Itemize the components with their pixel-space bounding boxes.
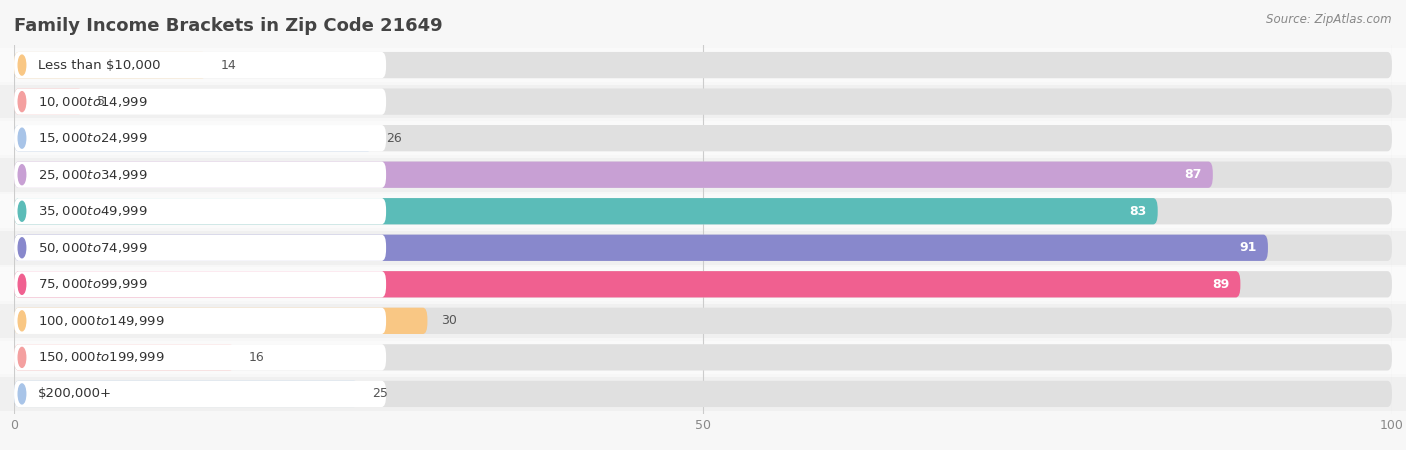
FancyBboxPatch shape <box>14 52 387 78</box>
Text: $35,000 to $49,999: $35,000 to $49,999 <box>38 204 148 218</box>
Text: 5: 5 <box>97 95 104 108</box>
Text: 89: 89 <box>1212 278 1229 291</box>
FancyBboxPatch shape <box>0 231 1406 265</box>
FancyBboxPatch shape <box>14 234 1392 261</box>
Text: $50,000 to $74,999: $50,000 to $74,999 <box>38 241 148 255</box>
Text: 25: 25 <box>373 387 388 400</box>
FancyBboxPatch shape <box>0 341 1406 374</box>
FancyBboxPatch shape <box>14 89 387 115</box>
Circle shape <box>18 92 25 112</box>
FancyBboxPatch shape <box>14 308 427 334</box>
FancyBboxPatch shape <box>14 162 387 188</box>
Text: 30: 30 <box>441 315 457 327</box>
FancyBboxPatch shape <box>14 125 373 151</box>
FancyBboxPatch shape <box>14 308 387 334</box>
FancyBboxPatch shape <box>0 304 1406 338</box>
Text: $75,000 to $99,999: $75,000 to $99,999 <box>38 277 148 291</box>
FancyBboxPatch shape <box>14 271 1392 297</box>
FancyBboxPatch shape <box>14 271 1240 297</box>
Text: 91: 91 <box>1240 241 1257 254</box>
Text: Less than $10,000: Less than $10,000 <box>38 58 160 72</box>
Text: $25,000 to $34,999: $25,000 to $34,999 <box>38 168 148 182</box>
Text: 14: 14 <box>221 58 236 72</box>
FancyBboxPatch shape <box>14 234 1268 261</box>
FancyBboxPatch shape <box>14 344 1392 370</box>
FancyBboxPatch shape <box>14 381 359 407</box>
Text: 83: 83 <box>1129 205 1147 218</box>
Text: 16: 16 <box>249 351 264 364</box>
FancyBboxPatch shape <box>14 271 387 297</box>
FancyBboxPatch shape <box>14 381 1392 407</box>
Circle shape <box>18 274 25 294</box>
FancyBboxPatch shape <box>14 308 1392 334</box>
FancyBboxPatch shape <box>14 125 1392 151</box>
FancyBboxPatch shape <box>14 52 207 78</box>
FancyBboxPatch shape <box>14 89 1392 115</box>
FancyBboxPatch shape <box>0 85 1406 118</box>
FancyBboxPatch shape <box>14 344 235 370</box>
FancyBboxPatch shape <box>0 194 1406 228</box>
FancyBboxPatch shape <box>14 125 387 151</box>
Circle shape <box>18 55 25 75</box>
FancyBboxPatch shape <box>14 198 1157 225</box>
FancyBboxPatch shape <box>14 381 387 407</box>
Circle shape <box>18 384 25 404</box>
Text: Family Income Brackets in Zip Code 21649: Family Income Brackets in Zip Code 21649 <box>14 17 443 35</box>
FancyBboxPatch shape <box>0 377 1406 411</box>
FancyBboxPatch shape <box>14 234 387 261</box>
FancyBboxPatch shape <box>14 162 1392 188</box>
Text: 87: 87 <box>1184 168 1202 181</box>
Circle shape <box>18 128 25 148</box>
FancyBboxPatch shape <box>0 48 1406 82</box>
Circle shape <box>18 165 25 184</box>
Text: $100,000 to $149,999: $100,000 to $149,999 <box>38 314 165 328</box>
FancyBboxPatch shape <box>0 122 1406 155</box>
FancyBboxPatch shape <box>0 158 1406 192</box>
Circle shape <box>18 238 25 258</box>
FancyBboxPatch shape <box>14 89 83 115</box>
Text: Source: ZipAtlas.com: Source: ZipAtlas.com <box>1267 14 1392 27</box>
Circle shape <box>18 311 25 331</box>
Text: $10,000 to $14,999: $10,000 to $14,999 <box>38 94 148 108</box>
FancyBboxPatch shape <box>0 267 1406 301</box>
Text: $150,000 to $199,999: $150,000 to $199,999 <box>38 351 165 364</box>
Text: $15,000 to $24,999: $15,000 to $24,999 <box>38 131 148 145</box>
Text: 26: 26 <box>387 132 402 144</box>
FancyBboxPatch shape <box>14 162 1213 188</box>
FancyBboxPatch shape <box>14 198 387 225</box>
Text: $200,000+: $200,000+ <box>38 387 112 400</box>
Circle shape <box>18 347 25 367</box>
FancyBboxPatch shape <box>14 198 1392 225</box>
FancyBboxPatch shape <box>14 344 387 370</box>
FancyBboxPatch shape <box>14 52 1392 78</box>
Circle shape <box>18 201 25 221</box>
